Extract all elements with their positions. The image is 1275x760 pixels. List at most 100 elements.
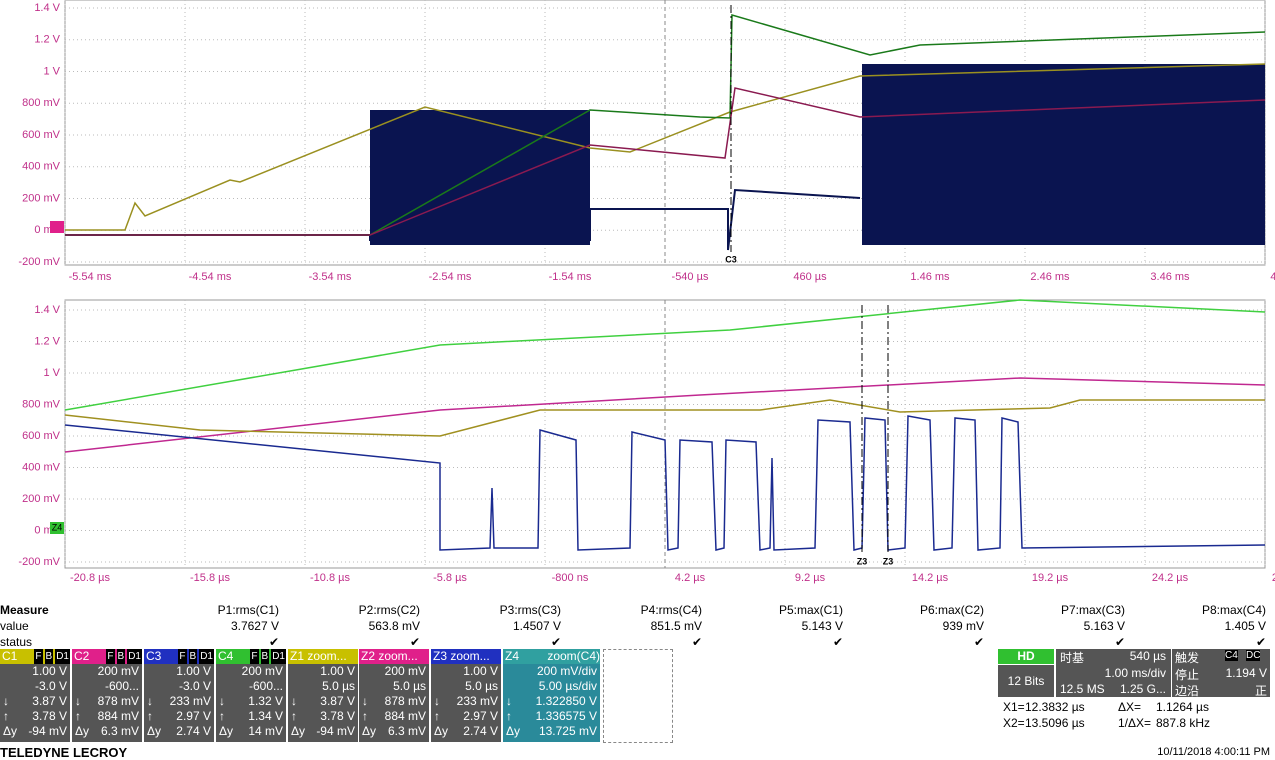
channel-row: 200 mV/div [536,664,597,678]
channel-tag: F [250,649,259,664]
hd-badge: HD [998,649,1054,664]
cursor-symbol: ↑ [3,709,9,723]
channel-name: C4 [218,649,234,663]
trigger-coupling: DC [1246,650,1261,661]
channel-row: Δy 2.74 V [144,724,214,739]
cursor-symbol: ↑ [75,709,81,723]
z4-ground-marker [50,522,64,534]
x-tick-label: -1.54 ms [549,271,592,283]
channel-name: C2 [74,649,90,663]
cursor-value: 6.3 mV [387,724,426,738]
measure-cell: ✔ [409,635,420,649]
datetime: 10/11/2018 4:00:11 PM [1157,746,1270,758]
cursor-symbol: ↑ [506,709,512,723]
measure-cell: ✔ [1114,635,1125,649]
x-tick-label: -540 µs [672,271,709,283]
channel-row: ↓ 878 mV [359,694,429,709]
channel-row: ↑ 884 mV [359,709,429,724]
cursor-symbol: ↓ [362,694,368,708]
channel-row: -600... [248,679,283,693]
channel-box: Z3 zoom... 1.00 V 5.0 µs ↓ 233 mV ↑ 2.97 V Δy 2.… [431,649,501,742]
measure-cell: ✔ [1255,635,1266,649]
channel-row: 5.0 µs [322,679,355,693]
timebase-div: 1.00 ms/div [1104,666,1166,680]
cursor-value: 3.78 V [32,709,67,723]
trigger-source: C4 [1225,650,1238,661]
channel-row: ↓ 1.322850 V [503,694,600,709]
channel-row: 1.00 V [320,664,355,678]
x-tick-label: -20.8 µs [70,572,110,584]
y-tick-label: -200 mV [18,556,60,568]
channel-row: 1.00 V [176,664,211,678]
channel-row: ↓ 1.32 V [216,694,286,709]
channel-tag: B [44,649,54,664]
x-tick-label: -4.54 ms [189,271,232,283]
trigger-state: 停止 [1175,668,1200,682]
trigger-label: 触发 [1175,651,1200,665]
channel-box: C4 F B D1 200 mV -600... ↓ 1.32 V ↑ 1.34 V Δy 14 mV [216,649,286,742]
cursor-symbol: ↓ [147,694,153,708]
channel-tag: F [178,649,187,664]
c2-ground-marker [50,221,64,233]
y-tick-label: 1 V [43,65,60,77]
x-tick-label: -3.54 ms [309,271,352,283]
cursor-value: -94 mV [316,724,355,738]
cursor-value: 1.336575 V [535,709,597,723]
trace-c1 [65,63,1266,231]
cursor-readout: 13.5096 µs [1025,716,1085,730]
cursor-readout: 1/ΔX= [1118,716,1152,730]
cursor-symbol: ↓ [434,694,440,708]
cursor-symbol: ↓ [506,694,512,708]
channel-row: Δy -94 mV [0,724,70,739]
cursor-readout: 887.8 kHz [1156,716,1211,730]
channel-row: 1.00 V [32,664,67,678]
channel-row: ↓ 878 mV [72,694,142,709]
y-tick-label: 1.4 V [34,304,60,316]
cursor-symbol: Δy [506,724,521,738]
channel-box: Z1 zoom... 1.00 V 5.0 µs ↓ 3.87 V ↑ 3.78 V Δy -9… [288,649,358,742]
cursor-symbol: ↑ [362,709,368,723]
cursor-symbol: Δy [75,724,90,738]
trace-z2 [64,377,1266,453]
channel-box: C1 F B D1 1.00 V -3.0 V ↓ 3.87 V ↑ 3.78 V Δy -94 mV [0,649,70,742]
measure-cell: ✔ [832,635,843,649]
channel-tag: D1 [127,649,142,664]
y-tick-label: 1.2 V [34,34,60,46]
channel-tag: D1 [199,649,214,664]
channel-row: ↑ 1.336575 V [503,709,600,724]
trace-z1 [64,399,1265,437]
cursor-value: 233 mV [169,694,211,708]
channel-row: Δy 6.3 mV [359,724,429,739]
channel-row: 1.00 V [463,664,498,678]
channel-row: ↓ 3.87 V [288,694,358,709]
channel-row: ↑ 3.78 V [0,709,70,724]
channel-row: Δy 14 mV [216,724,286,739]
cursor-symbol: ↑ [291,709,297,723]
channel-tags: F B D1 [248,649,286,664]
measure-cell: 5.143 V [801,619,843,633]
cursor-symbol: Δy [291,724,306,738]
cursor-label: Z3 [883,556,894,566]
channel-header: Z2 zoom... [359,649,429,664]
y-tick-label: 600 mV [22,129,61,141]
channel-row: -3.0 V [34,679,67,693]
cursor-value: 1.34 V [248,709,283,723]
channel-tags: F B D1 [104,649,142,664]
trigger-slope: 正 [1254,684,1267,698]
cursor-value: 3.78 V [320,709,355,723]
channel-name: Z4 [505,649,520,663]
x-tick-label: 4.46 ms [1270,271,1275,283]
measure-cell: 563.8 mV [368,619,420,633]
trace-c3-burst [862,64,1265,245]
y-tick-label: 800 mV [22,398,61,410]
channel-tag: B [188,649,198,664]
trace-z4 [64,299,1266,411]
cursor-symbol: ↓ [219,694,225,708]
channel-tag: B [116,649,126,664]
cursor-value: 2.97 V [463,709,498,723]
channel-name: Z2 zoom... [361,649,418,663]
channel-row: Δy 6.3 mV [72,724,142,739]
cursor-value: 2.74 V [176,724,211,738]
channel-header: Z3 zoom... [431,649,501,664]
cursor-value: 2.74 V [463,724,498,738]
